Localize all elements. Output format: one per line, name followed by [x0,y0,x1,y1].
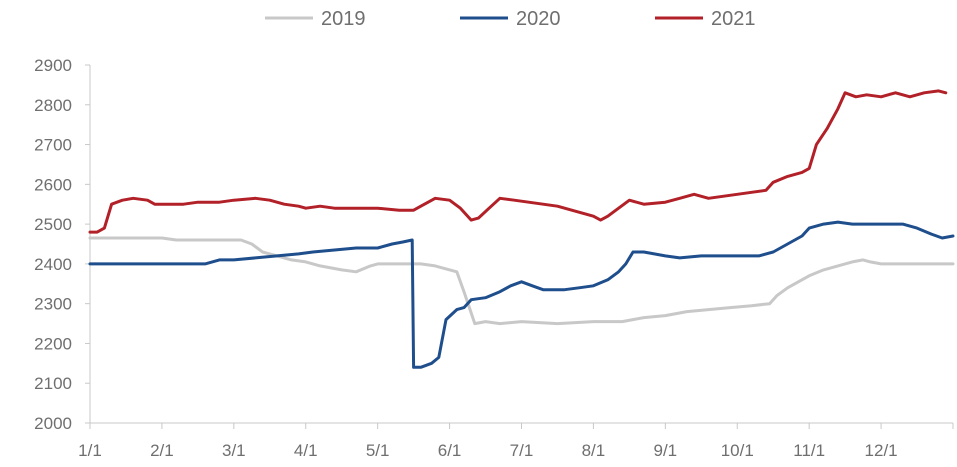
series-line-2020 [88,220,955,369]
legend-label-2019: 2019 [321,8,366,30]
x-axis: 1/1 2/1 3/1 4/1 5/1 6/1 7/1 8/1 9/1 10/1 11/1 12/1 [78,422,954,460]
y-tick-label: 2000 [34,414,72,433]
x-tick-label: 9/1 [654,441,678,460]
y-tick-label: 2900 [34,56,72,75]
x-tick-label: 7/1 [510,441,534,460]
series-line-2021 [88,89,948,234]
x-tick-label: 5/1 [366,441,390,460]
x-tick-label: 1/1 [78,441,102,460]
y-tick-label: 2300 [34,295,72,314]
x-tick-label: 4/1 [294,441,318,460]
legend-label-2021: 2021 [711,8,756,30]
series-line-2019 [88,236,955,326]
legend: 2019 2020 2021 [265,8,756,30]
x-tick-label: 3/1 [222,441,246,460]
x-tick-label: 12/1 [865,441,898,460]
y-tick-label: 2100 [34,374,72,393]
x-tick-label: 6/1 [438,441,462,460]
x-tick-label: 8/1 [582,441,606,460]
legend-label-2020: 2020 [516,8,561,30]
y-tick-label: 2800 [34,96,72,115]
x-tick-label: 10/1 [721,441,754,460]
y-axis: 2000 2100 2200 2300 2400 2500 2600 2700 2800 2900 [34,56,91,433]
y-tick-label: 2200 [34,334,72,353]
y-tick-label: 2700 [34,136,72,155]
y-tick-label: 2600 [34,175,72,194]
plot-lines [88,89,955,369]
x-tick-label: 2/1 [150,441,174,460]
y-tick-label: 2500 [34,215,72,234]
x-tick-label: 11/1 [793,441,825,460]
y-tick-label: 2400 [34,255,72,274]
